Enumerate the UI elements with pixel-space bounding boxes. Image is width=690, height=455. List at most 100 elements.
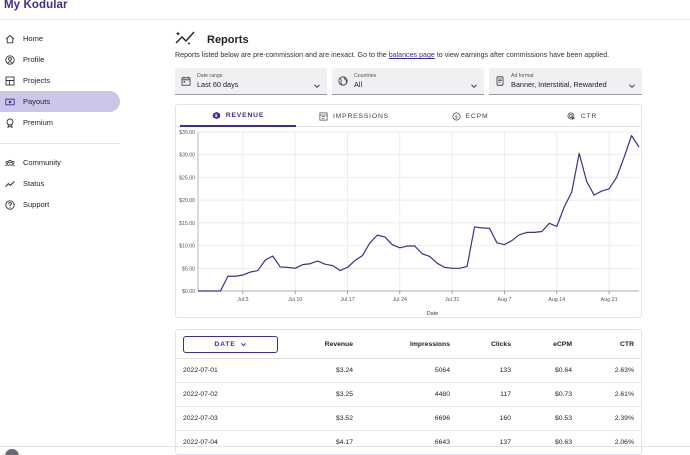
x-tick-label: Jul 3 — [237, 297, 248, 303]
ctr-icon — [567, 112, 576, 121]
sidebar-item-home[interactable]: Home — [0, 28, 120, 49]
column-header-ctr[interactable]: CTR — [620, 341, 634, 348]
sidebar-item-support[interactable]: Support — [0, 194, 120, 215]
chevron-down-icon — [240, 341, 247, 348]
sidebar: Home Profile Projects Payouts Premium — [0, 20, 122, 455]
x-axis-label: Date — [427, 311, 439, 317]
page-title: Reports — [207, 34, 249, 46]
date-range-select[interactable]: Date range Last 60 days — [175, 68, 327, 95]
y-tick-label: $10.00 — [179, 244, 195, 250]
sidebar-item-projects[interactable]: Projects — [0, 70, 120, 91]
x-tick-label: Aug 14 — [548, 297, 565, 303]
avatar[interactable] — [5, 449, 19, 455]
tab-label: CTR — [580, 112, 598, 120]
y-tick-label: $0.00 — [182, 289, 195, 295]
tab-impressions[interactable]: IMPRESSIONS — [296, 105, 412, 127]
sidebar-divider — [0, 143, 120, 144]
sidebar-item-premium[interactable]: Premium — [0, 112, 120, 133]
app-title[interactable]: My Kodular — [4, 0, 68, 11]
tab-ctr[interactable]: CTR — [524, 105, 640, 127]
chevron-down-icon — [470, 77, 478, 89]
commission-notice: Reports listed below are pre-commission … — [175, 51, 609, 59]
sidebar-item-label: Premium — [23, 118, 54, 127]
sidebar-item-profile[interactable]: Profile — [0, 49, 120, 70]
cell-impressions: 6643 — [434, 439, 450, 446]
cell-impressions: 6696 — [434, 415, 450, 422]
notice-text-after: to view earnings after commissions have … — [434, 51, 610, 59]
column-header-revenue[interactable]: Revenue — [324, 341, 353, 348]
cell-impressions: 5064 — [434, 367, 450, 374]
ad-format-value: Banner, Interstitial, Rewarded — [511, 80, 607, 89]
date-sort-button[interactable]: DATE — [183, 336, 278, 353]
tab-revenue[interactable]: $ REVENUE — [180, 105, 296, 127]
community-icon — [5, 158, 15, 168]
status-icon — [5, 179, 15, 189]
tab-label: ECPM — [465, 112, 489, 120]
sidebar-item-community[interactable]: Community — [0, 152, 120, 173]
revenue-series-line — [198, 135, 640, 292]
x-tick-label: Jul 24 — [393, 297, 407, 303]
globe-icon — [338, 76, 348, 86]
ad-format-select[interactable]: Ad format Banner, Interstitial, Rewarded — [489, 68, 642, 95]
footer-divider — [0, 446, 690, 447]
cell-date: 2022-07-01 — [183, 367, 218, 374]
sidebar-item-status[interactable]: Status — [0, 173, 120, 194]
ad-format-icon — [495, 76, 505, 86]
sidebar-item-label: Projects — [23, 76, 51, 85]
cell-ctr: 2.39% — [614, 415, 634, 422]
chart-card: $ REVENUE IMPRESSIONS $ ECPM — [175, 104, 642, 318]
column-header-impressions[interactable]: Impressions — [409, 341, 450, 348]
sidebar-item-payouts[interactable]: Payouts — [0, 91, 120, 112]
calendar-icon — [181, 76, 191, 86]
cell-ecpm: $0.53 — [554, 415, 572, 422]
sidebar-item-label: Support — [23, 200, 50, 209]
cell-date: 2022-07-03 — [183, 415, 218, 422]
y-tick-label: $25.00 — [179, 175, 195, 181]
x-tick-label: Jul 10 — [288, 297, 302, 303]
payouts-icon — [5, 97, 15, 107]
countries-select[interactable]: Countries All — [332, 68, 484, 95]
sidebar-item-label: Community — [23, 158, 61, 167]
cell-date: 2022-07-02 — [183, 391, 218, 398]
column-header-clicks[interactable]: Clicks — [490, 341, 511, 348]
table-row: 2022-07-01 $3.24 5064 133 $0.64 2.63% — [176, 359, 641, 383]
date-range-value: Last 60 days — [197, 80, 239, 89]
report-table: DATE Revenue Impressions Clicks eCPM CTR… — [175, 329, 642, 455]
x-tick-label: Aug 21 — [601, 297, 618, 303]
y-tick-label: $5.00 — [182, 266, 195, 272]
date-range-label: Date range — [197, 73, 223, 79]
column-header-ecpm[interactable]: eCPM — [553, 341, 572, 348]
impressions-icon — [319, 112, 328, 121]
y-tick-label: $20.00 — [179, 198, 195, 204]
countries-label: Countries — [354, 73, 377, 79]
balances-page-link[interactable]: balances page — [388, 51, 435, 59]
reports-icon — [175, 29, 197, 52]
ecpm-icon: $ — [452, 112, 461, 121]
cell-clicks: 117 — [500, 391, 511, 398]
table-header: DATE Revenue Impressions Clicks eCPM CTR — [176, 330, 641, 359]
cell-clicks: 160 — [499, 415, 511, 422]
support-icon — [5, 199, 15, 210]
countries-value: All — [354, 80, 363, 89]
svg-text:$: $ — [454, 114, 457, 120]
filters-row: Date range Last 60 days Countries All — [175, 68, 642, 95]
x-tick-label: Aug 7 — [497, 297, 511, 303]
y-tick-label: $15.00 — [179, 221, 195, 227]
premium-icon — [5, 118, 15, 128]
sidebar-item-label: Status — [23, 179, 45, 188]
x-tick-label: Jul 31 — [445, 297, 459, 303]
table-row: 2022-07-02 $3.25 4480 117 $0.73 2.61% — [176, 383, 641, 407]
y-tick-label: $30.00 — [179, 153, 195, 159]
tab-ecpm[interactable]: $ ECPM — [412, 105, 528, 127]
ad-format-label: Ad format — [511, 73, 534, 79]
home-icon — [5, 34, 15, 44]
cell-ecpm: $0.63 — [554, 439, 572, 446]
cell-ctr: 2.61% — [614, 391, 634, 398]
cell-ctr: 2.06% — [614, 439, 634, 446]
svg-text:$: $ — [215, 113, 218, 118]
cell-ctr: 2.63% — [614, 367, 634, 374]
cell-revenue: $3.52 — [335, 415, 353, 422]
chevron-down-icon — [313, 77, 321, 89]
cell-clicks: 133 — [499, 367, 511, 374]
sidebar-item-label: Profile — [23, 55, 45, 64]
